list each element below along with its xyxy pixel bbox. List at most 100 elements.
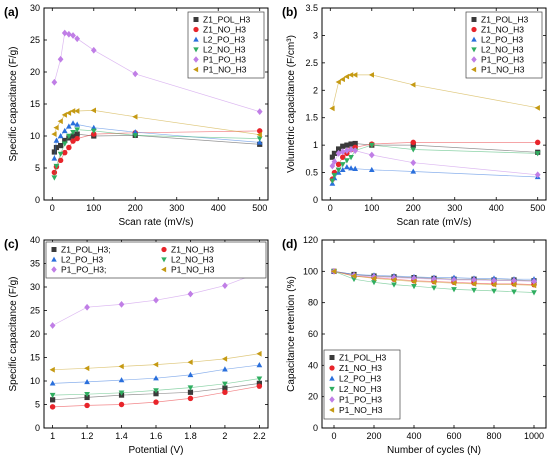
data-point bbox=[329, 178, 336, 184]
data-point bbox=[187, 395, 194, 402]
data-point bbox=[352, 147, 359, 155]
data-point bbox=[534, 104, 540, 111]
legend-label: L2_NO_H3 bbox=[171, 255, 214, 265]
data-point bbox=[74, 135, 80, 142]
x-tick-label: 400 bbox=[211, 203, 226, 213]
series-P1_NO_H3 bbox=[329, 72, 540, 112]
data-point bbox=[74, 35, 81, 43]
data-point bbox=[132, 113, 138, 120]
data-point bbox=[531, 282, 537, 289]
y-tick-label: 0.5 bbox=[305, 168, 318, 178]
y-tick-label: 35 bbox=[30, 259, 40, 269]
data-point bbox=[53, 163, 60, 170]
legend-label: Z1_POL_H3 bbox=[339, 353, 387, 363]
data-point bbox=[74, 127, 81, 133]
data-point bbox=[153, 399, 159, 405]
data-point bbox=[90, 128, 97, 134]
data-point bbox=[256, 108, 263, 116]
y-tick-label: 3.5 bbox=[305, 3, 318, 13]
legend-item: P1_PO_H3 bbox=[329, 395, 382, 405]
data-point bbox=[368, 72, 374, 78]
x-tick-label: 300 bbox=[169, 203, 184, 213]
data-point bbox=[118, 301, 125, 308]
x-tick-label: 0 bbox=[50, 203, 55, 213]
series-L2_NO_H3 bbox=[329, 142, 541, 184]
data-point bbox=[49, 392, 56, 399]
y-tick-label: 10 bbox=[30, 376, 40, 386]
data-point bbox=[256, 376, 263, 382]
data-point bbox=[84, 391, 90, 398]
series-L2_NO_H3 bbox=[51, 127, 263, 181]
legend-marker bbox=[193, 36, 199, 42]
legend-marker bbox=[329, 365, 335, 371]
data-point bbox=[51, 131, 57, 137]
x-tick-label: 1.6 bbox=[150, 431, 163, 441]
legend-label: L2_NO_H3 bbox=[481, 45, 524, 55]
data-point bbox=[491, 288, 497, 294]
data-point bbox=[132, 129, 139, 135]
legend-label: Z1_POL_H3; bbox=[61, 245, 111, 255]
data-point bbox=[511, 289, 517, 295]
data-point bbox=[340, 154, 346, 160]
data-point bbox=[153, 361, 159, 368]
data-point bbox=[534, 139, 541, 146]
series-Z1_NO_H3 bbox=[49, 383, 263, 410]
data-point bbox=[187, 290, 194, 298]
legend-box bbox=[45, 241, 267, 279]
legend-label: L2_NO_H3 bbox=[203, 45, 246, 55]
series-P1_NO_H3 bbox=[51, 107, 262, 138]
data-point bbox=[91, 131, 97, 137]
legend-marker bbox=[161, 257, 167, 263]
data-point bbox=[49, 380, 56, 386]
y-tick-label: 80 bbox=[308, 298, 318, 308]
data-point bbox=[118, 363, 124, 370]
legend-marker bbox=[51, 266, 57, 273]
data-point bbox=[256, 128, 263, 134]
legend-marker bbox=[471, 47, 477, 53]
series-Z1_NO_H3 bbox=[51, 128, 263, 176]
legend-label: Z1_POL_H3 bbox=[203, 15, 251, 25]
x-tick-label: 300 bbox=[447, 203, 462, 213]
data-point bbox=[351, 273, 357, 279]
legend-item: P1_PO_H3 bbox=[471, 55, 524, 65]
y-tick-label: 0 bbox=[35, 195, 40, 205]
data-point bbox=[57, 151, 64, 157]
series-line bbox=[332, 149, 538, 176]
x-tick-label: 200 bbox=[366, 431, 381, 441]
legend-marker bbox=[161, 266, 167, 273]
y-axis-title: Specific capacitance (F/g) bbox=[8, 46, 19, 161]
data-point bbox=[66, 30, 72, 38]
panel-label: (a) bbox=[4, 5, 19, 19]
legend-label: L2_PO_H3 bbox=[481, 35, 523, 45]
legend-marker bbox=[193, 56, 199, 63]
data-point bbox=[153, 391, 159, 397]
legend-marker bbox=[471, 36, 477, 42]
series-P1_NO_H3 bbox=[49, 350, 262, 373]
data-point bbox=[132, 70, 139, 78]
legend-item: P1_NO_H3 bbox=[161, 265, 215, 275]
data-point bbox=[84, 394, 90, 401]
data-point bbox=[331, 158, 338, 165]
data-point bbox=[531, 290, 537, 296]
y-tick-label: 0 bbox=[35, 423, 40, 433]
data-point bbox=[431, 285, 437, 291]
legend-item: L2_PO_H3 bbox=[193, 35, 245, 45]
legend-label: L2_NO_H3 bbox=[339, 384, 382, 394]
data-point bbox=[51, 175, 58, 181]
data-point bbox=[371, 280, 377, 286]
legend-item: L2_PO_H3 bbox=[329, 374, 381, 384]
legend-item: Z1_NO_H3 bbox=[193, 25, 246, 35]
x-tick-label: 0 bbox=[331, 431, 336, 441]
y-tick-label: 30 bbox=[30, 282, 40, 292]
data-point bbox=[49, 366, 55, 373]
x-tick-label: 100 bbox=[364, 203, 379, 213]
y-tick-label: 120 bbox=[303, 235, 318, 245]
data-point bbox=[70, 108, 76, 114]
data-point bbox=[222, 366, 228, 372]
y-tick-label: 20 bbox=[30, 329, 40, 339]
data-point bbox=[70, 133, 76, 139]
data-point bbox=[62, 149, 68, 156]
data-point bbox=[256, 139, 263, 145]
legend-marker bbox=[51, 247, 57, 252]
